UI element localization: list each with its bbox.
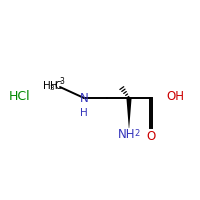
Text: NH: NH bbox=[118, 129, 136, 142]
Polygon shape bbox=[126, 98, 132, 128]
Text: H: H bbox=[80, 108, 88, 118]
Text: 3: 3 bbox=[59, 77, 64, 86]
Text: H: H bbox=[50, 81, 58, 91]
Text: O: O bbox=[146, 130, 156, 144]
Text: HCl: HCl bbox=[9, 90, 31, 102]
Text: 2: 2 bbox=[134, 129, 140, 138]
Text: N: N bbox=[80, 92, 88, 106]
Text: H$_3$C: H$_3$C bbox=[42, 79, 64, 93]
Text: OH: OH bbox=[166, 90, 184, 104]
